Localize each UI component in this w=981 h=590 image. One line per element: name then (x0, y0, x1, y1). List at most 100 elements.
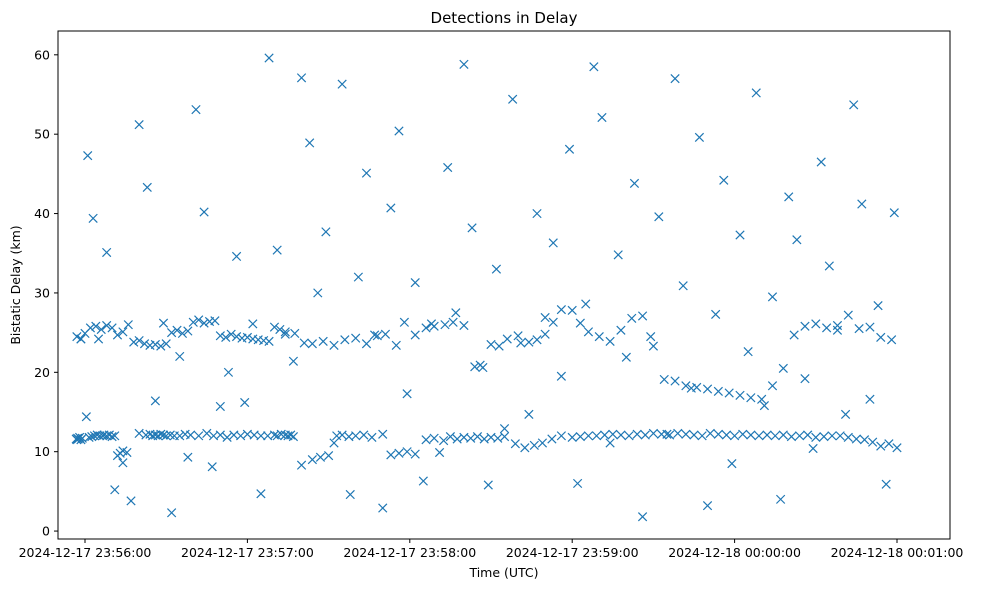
data-point (112, 330, 123, 340)
data-point (84, 432, 94, 443)
data-point (524, 337, 534, 347)
data-point (849, 100, 859, 110)
data-point (256, 431, 266, 441)
data-point (156, 429, 166, 439)
data-point (122, 447, 132, 458)
data-point (459, 59, 469, 69)
data-point (694, 132, 705, 142)
data-point (556, 371, 566, 381)
data-point (735, 390, 745, 400)
data-point (811, 432, 821, 443)
x-axis: 2024-12-17 23:56:00 2024-12-17 23:57:00 20… (19, 539, 963, 560)
data-point (637, 512, 648, 522)
data-point (183, 326, 193, 336)
data-point (632, 429, 642, 439)
data-point (532, 208, 542, 219)
data-point (808, 443, 818, 454)
data-point (269, 322, 280, 332)
data-point (459, 320, 469, 331)
data-point (443, 162, 453, 173)
data-point (215, 401, 225, 412)
data-point (759, 401, 769, 411)
data-point (832, 325, 843, 335)
data-point (421, 435, 431, 445)
data-point (800, 321, 810, 331)
data-point (256, 489, 266, 499)
data-point (470, 362, 480, 372)
data-point (226, 329, 236, 339)
data-point (665, 430, 675, 440)
data-point (340, 335, 350, 345)
data-point (575, 318, 585, 328)
data-point (286, 430, 296, 440)
data-point (819, 431, 829, 442)
data-point (299, 338, 309, 348)
data-point (183, 452, 193, 462)
data-point (74, 432, 85, 443)
data-point (724, 388, 734, 398)
y-tick-label: 30 (34, 285, 50, 300)
data-point (386, 450, 396, 460)
data-point (264, 53, 274, 63)
data-point (107, 431, 117, 442)
data-point (678, 281, 688, 291)
data-point (583, 431, 594, 441)
data-point (359, 430, 369, 440)
data-point (264, 336, 274, 346)
data-point (743, 347, 753, 357)
data-point (429, 433, 439, 443)
data-point (886, 335, 897, 345)
data-point (889, 208, 899, 218)
data-point (88, 213, 98, 223)
data-point (670, 376, 680, 386)
data-point (547, 434, 557, 444)
data-point (727, 458, 737, 469)
data-point (800, 374, 810, 384)
data-point (378, 429, 388, 439)
data-point (729, 431, 740, 441)
data-point (150, 339, 160, 350)
data-point (76, 334, 86, 344)
data-point (589, 62, 599, 72)
data-point (646, 331, 656, 342)
data-point (873, 301, 883, 311)
data-point (391, 340, 401, 350)
data-point (876, 441, 886, 451)
data-point (102, 247, 112, 258)
data-point (402, 389, 412, 399)
data-point (445, 431, 456, 442)
y-axis: 0 10 20 30 40 50 60 (34, 47, 58, 539)
data-point (608, 429, 618, 439)
data-point (616, 430, 626, 440)
data-point (673, 428, 683, 439)
data-point (624, 431, 634, 441)
data-point (410, 330, 420, 340)
data-point (440, 320, 450, 330)
data-point (746, 393, 756, 403)
data-point (150, 396, 160, 406)
data-point (83, 150, 93, 161)
data-point (491, 264, 502, 274)
data-point (483, 480, 493, 490)
data-point (502, 334, 512, 344)
data-point (96, 324, 106, 335)
data-point (175, 431, 185, 441)
data-point (394, 126, 404, 136)
data-point (451, 308, 461, 318)
data-point (185, 430, 196, 440)
data-point (689, 430, 699, 440)
data-point (792, 235, 802, 245)
data-point (161, 339, 171, 349)
data-point (353, 272, 363, 282)
data-point (735, 230, 745, 240)
data-point (158, 318, 169, 328)
data-point (629, 178, 640, 189)
data-point (640, 430, 650, 440)
data-point (166, 508, 177, 518)
y-tick-label: 50 (34, 127, 50, 142)
data-point (191, 104, 201, 115)
data-point (499, 424, 510, 434)
data-point (827, 431, 837, 441)
data-point (794, 431, 805, 441)
data-point (123, 320, 133, 330)
